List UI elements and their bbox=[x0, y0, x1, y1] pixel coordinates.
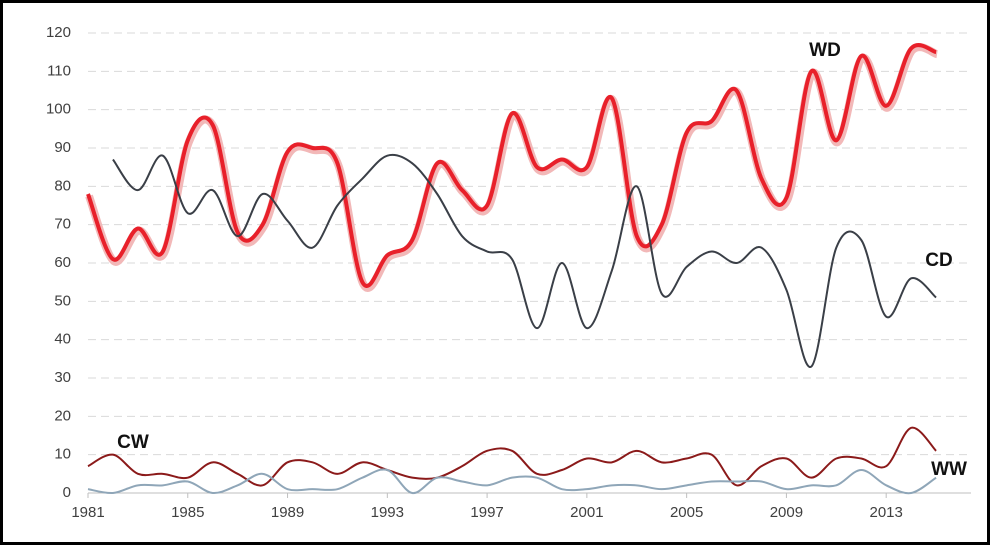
series-label: WD bbox=[809, 40, 841, 61]
x-tick-label: 2005 bbox=[670, 504, 703, 521]
y-tick-label: 80 bbox=[54, 177, 71, 194]
series-label: CD bbox=[925, 250, 952, 271]
series-line bbox=[86, 43, 937, 288]
x-tick-label: 2009 bbox=[770, 504, 803, 521]
y-tick-label: 30 bbox=[54, 369, 71, 386]
chart: 0 10 20 30 40 50 60 70 80 90 100 110 120 1981 1985 1989… bbox=[46, 24, 971, 521]
series-line bbox=[87, 426, 937, 487]
y-tick-label: 70 bbox=[54, 216, 71, 233]
y-tick-label: 20 bbox=[54, 407, 71, 424]
x-tick-label: 2013 bbox=[870, 504, 903, 521]
x-tick-label: 1989 bbox=[271, 504, 304, 521]
series-label: WW bbox=[931, 459, 967, 480]
series-label: CW bbox=[117, 432, 149, 453]
y-tick-label: 40 bbox=[54, 331, 71, 348]
y-tick-label: 100 bbox=[46, 101, 71, 118]
x-tick-label: 2001 bbox=[570, 504, 603, 521]
y-tick-label: 60 bbox=[54, 254, 71, 271]
series-line bbox=[87, 468, 937, 495]
y-tick-label: 10 bbox=[54, 446, 71, 463]
y-tick-label: 110 bbox=[47, 62, 71, 79]
y-tick-label: 0 bbox=[63, 484, 71, 501]
series-line bbox=[112, 153, 937, 368]
x-tick-label: 1981 bbox=[71, 504, 104, 521]
y-tick-label: 120 bbox=[46, 24, 71, 41]
y-tick-label: 90 bbox=[54, 139, 71, 156]
line-shadow bbox=[85, 43, 939, 292]
x-tick-label: 1985 bbox=[171, 504, 204, 521]
y-tick-label: 50 bbox=[54, 292, 71, 309]
x-tick-label: 1997 bbox=[470, 504, 503, 521]
x-tick-label: 1993 bbox=[371, 504, 404, 521]
